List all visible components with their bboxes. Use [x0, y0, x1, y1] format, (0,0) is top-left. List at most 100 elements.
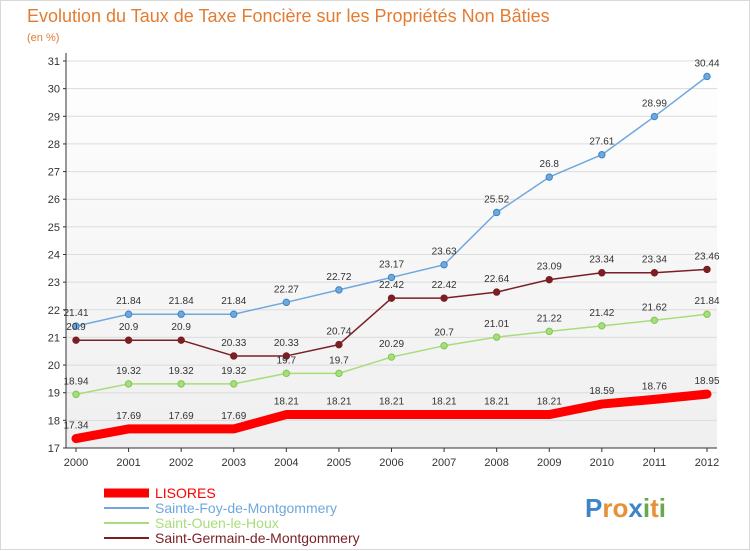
data-point: [230, 310, 238, 318]
data-label: 26.8: [540, 159, 560, 170]
data-label: 20.9: [119, 322, 139, 333]
data-label: 22.42: [379, 280, 404, 291]
y-tick-label: 24: [48, 250, 60, 262]
chart-title: Evolution du Taux de Taxe Foncière sur l…: [27, 6, 550, 26]
data-point: [230, 380, 238, 388]
y-tick-label: 29: [48, 111, 60, 123]
data-label: 20.33: [221, 338, 246, 349]
data-label: 20.9: [171, 322, 191, 333]
data-point: [703, 310, 711, 318]
x-tick-label: 2007: [432, 457, 456, 469]
data-label: 28.99: [642, 99, 667, 110]
legend-label: LISORES: [155, 485, 216, 501]
data-point: [598, 322, 606, 330]
legend-label: Sainte-Foy-de-Montgommery: [155, 500, 337, 516]
data-label: 23.34: [642, 255, 667, 266]
chart-subtitle: (en %): [27, 32, 59, 44]
data-label: 23.46: [694, 251, 719, 262]
x-tick-label: 2005: [327, 457, 351, 469]
data-point: [598, 151, 606, 159]
data-label: 18.21: [484, 397, 509, 408]
data-label: 25.52: [484, 194, 509, 205]
x-tick-label: 2008: [484, 457, 508, 469]
data-label: 21.62: [642, 302, 667, 313]
data-label: 19.32: [221, 366, 246, 377]
y-tick-label: 25: [48, 222, 60, 234]
data-point: [440, 261, 448, 269]
data-label: 18.94: [63, 376, 88, 387]
data-point: [650, 269, 659, 277]
data-point: [335, 286, 343, 294]
data-point: [650, 316, 659, 324]
data-label: 19.7: [329, 355, 349, 366]
data-label: 21.42: [589, 308, 614, 319]
data-label: 18.21: [537, 397, 562, 408]
data-point: [703, 72, 711, 81]
data-point: [650, 112, 659, 121]
data-point: [492, 208, 501, 217]
data-label: 21.84: [169, 296, 194, 307]
logo-letter: r: [602, 493, 612, 523]
x-tick-label: 2006: [379, 457, 403, 469]
legend-label: Saint-Ouen-le-Houx: [155, 515, 279, 531]
data-label: 21.84: [694, 296, 719, 307]
data-point: [545, 173, 553, 181]
data-label: 20.29: [379, 339, 404, 350]
data-label: 19.32: [116, 366, 141, 377]
y-tick-label: 22: [48, 305, 60, 317]
data-point: [335, 340, 343, 349]
data-label: 20.74: [326, 327, 351, 338]
data-label: 22.42: [432, 280, 457, 291]
axes: 17 18 19 20 21 22 23 24 25 26 27 28 29 30 31 2000 2001 20…: [48, 53, 719, 469]
data-label: 21.84: [116, 296, 141, 307]
data-point: [177, 336, 185, 344]
y-tick-label: 27: [48, 167, 60, 179]
y-tick-label: 26: [48, 194, 60, 206]
data-label: 21.41: [63, 308, 88, 319]
data-point: [282, 352, 291, 360]
data-point: [387, 273, 396, 282]
data-label: 22.27: [274, 284, 299, 295]
data-label: 23.17: [379, 259, 404, 270]
data-label: 22.72: [326, 272, 351, 283]
y-tick-label: 17: [48, 443, 60, 455]
data-label: 27.61: [589, 137, 614, 148]
data-point: [282, 369, 291, 378]
y-tick-label: 23: [48, 277, 60, 289]
data-point: [72, 336, 80, 344]
x-tick-label: 2003: [222, 457, 246, 469]
x-tick-label: 2010: [590, 457, 614, 469]
data-label: 18.95: [694, 376, 719, 387]
data-point: [124, 380, 133, 388]
data-label: 17.69: [221, 411, 246, 422]
data-label: 23.09: [537, 262, 562, 273]
y-tick-label: 18: [48, 415, 60, 427]
legend-label: Saint-Germain-de-Montgommery: [155, 530, 360, 546]
y-tick-label: 31: [48, 56, 60, 68]
y-tick-label: 30: [48, 84, 60, 96]
data-point: [703, 265, 711, 274]
x-tick-label: 2002: [169, 457, 193, 469]
logo-letter: o: [612, 493, 628, 523]
data-label: 22.64: [484, 274, 509, 285]
proxiti-logo: Proxiti: [585, 493, 666, 523]
data-point: [492, 333, 501, 341]
data-point: [545, 275, 553, 284]
data-point: [124, 336, 133, 344]
series-group: [71, 72, 712, 444]
x-tick-label: 2000: [64, 457, 88, 469]
y-tick-label: 28: [48, 139, 60, 151]
data-point: [440, 342, 448, 350]
data-point: [230, 352, 238, 360]
y-tick-label: 19: [48, 388, 60, 400]
data-label: 21.22: [537, 313, 562, 324]
data-label: 18.59: [589, 386, 614, 397]
data-point: [335, 369, 343, 378]
data-label: 18.21: [326, 397, 351, 408]
y-tick-label: 20: [48, 360, 60, 372]
data-label: 18.21: [274, 397, 299, 408]
data-label: 17.34: [63, 421, 88, 432]
data-label: 19.7: [277, 355, 297, 366]
data-label: 18.21: [379, 397, 404, 408]
